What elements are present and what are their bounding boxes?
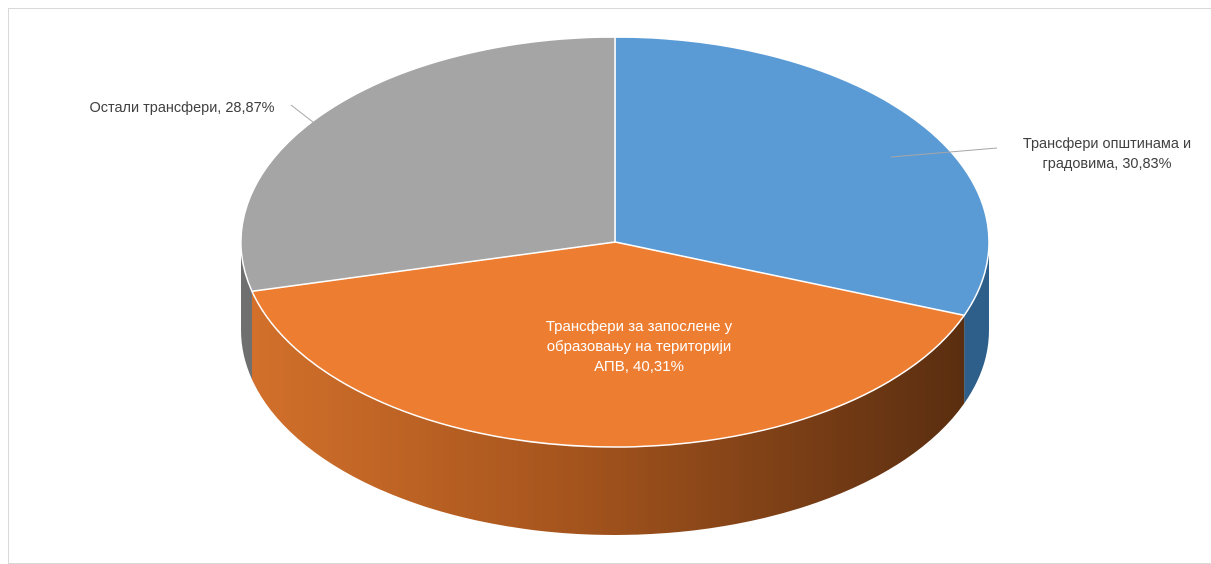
chart-area: Трансфери општинама и градовима, 30,83% Тр… <box>8 8 1211 564</box>
leader-line-2 <box>290 104 355 155</box>
pie-side-2 <box>241 242 252 380</box>
data-label-line: Трансфери општинама и <box>1023 136 1191 152</box>
data-label-line: градовима, 30,83% <box>1042 156 1171 172</box>
data-label-line: АПВ, 40,31% <box>594 358 684 375</box>
data-label-2: Остали трансфери, 28,87% <box>89 100 274 116</box>
pie-slice-0 <box>614 36 990 317</box>
pie-side-1 <box>251 291 965 535</box>
pie-slice-2 <box>240 36 616 293</box>
leader-line-0 <box>890 147 998 158</box>
data-label-1: Трансфери за запослене у образовању на те… <box>546 318 733 375</box>
pie-side-0 <box>964 242 989 404</box>
pie-chart: Трансфери општинама и градовима, 30,83%Тр… <box>89 36 1191 535</box>
data-label-line: образовању на територији <box>547 338 732 355</box>
data-label-0: Трансфери општинама и градовима, 30,83% <box>1023 136 1191 172</box>
pie-slice-1 <box>251 241 965 448</box>
data-label-line: Трансфери за запослене у <box>546 318 733 335</box>
data-label-line: Остали трансфери, 28,87% <box>89 100 274 116</box>
